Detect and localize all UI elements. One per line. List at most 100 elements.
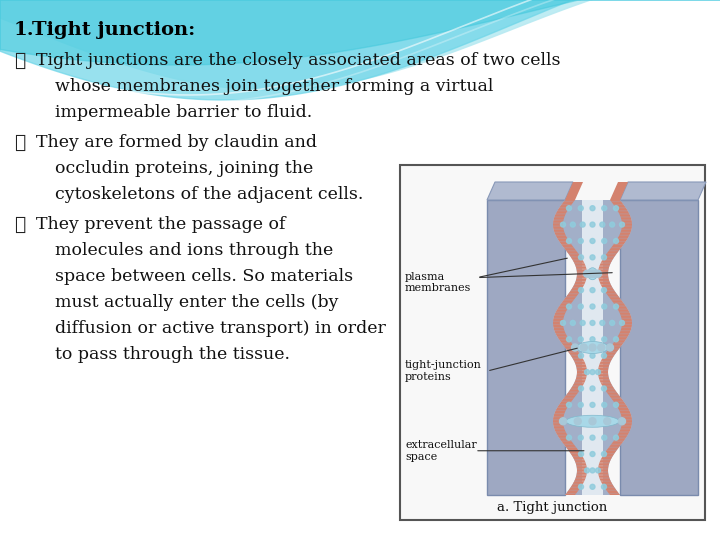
Polygon shape [553, 222, 563, 224]
Polygon shape [577, 470, 587, 471]
Polygon shape [555, 431, 566, 433]
Polygon shape [569, 450, 580, 452]
Polygon shape [570, 488, 580, 489]
Polygon shape [574, 382, 585, 384]
Polygon shape [615, 339, 626, 341]
Polygon shape [608, 295, 618, 296]
Polygon shape [622, 225, 632, 227]
Polygon shape [559, 339, 570, 341]
Polygon shape [554, 215, 565, 217]
Circle shape [613, 435, 618, 440]
Polygon shape [612, 203, 624, 205]
Polygon shape [487, 200, 565, 495]
Circle shape [600, 320, 605, 326]
Polygon shape [563, 443, 574, 444]
Polygon shape [599, 477, 610, 478]
Polygon shape [613, 245, 624, 246]
Polygon shape [553, 321, 563, 323]
Polygon shape [572, 456, 583, 458]
Polygon shape [621, 231, 631, 233]
Polygon shape [614, 341, 625, 342]
Circle shape [589, 418, 596, 425]
Polygon shape [621, 221, 632, 222]
Polygon shape [600, 382, 611, 384]
Polygon shape [571, 356, 582, 357]
Polygon shape [561, 205, 572, 206]
Polygon shape [559, 241, 570, 243]
Circle shape [590, 451, 595, 456]
Polygon shape [600, 264, 611, 265]
Polygon shape [608, 251, 619, 252]
Polygon shape [559, 437, 570, 438]
Polygon shape [609, 494, 620, 495]
Polygon shape [607, 393, 618, 394]
Polygon shape [562, 400, 572, 402]
Circle shape [590, 255, 595, 260]
Polygon shape [566, 348, 577, 350]
Polygon shape [566, 394, 577, 396]
Polygon shape [577, 370, 587, 372]
Polygon shape [575, 264, 585, 265]
Polygon shape [564, 247, 575, 249]
Polygon shape [598, 468, 608, 470]
Polygon shape [553, 323, 563, 325]
Polygon shape [599, 265, 610, 267]
Polygon shape [613, 243, 625, 245]
Polygon shape [615, 305, 626, 307]
Polygon shape [603, 486, 615, 488]
Circle shape [613, 239, 618, 244]
Polygon shape [611, 201, 622, 203]
Circle shape [567, 206, 572, 211]
Polygon shape [620, 215, 631, 217]
Polygon shape [613, 400, 624, 402]
Circle shape [602, 206, 607, 211]
Polygon shape [553, 422, 563, 424]
Polygon shape [610, 247, 621, 249]
Polygon shape [619, 313, 630, 314]
Polygon shape [621, 230, 631, 231]
Circle shape [590, 288, 595, 293]
Polygon shape [618, 433, 629, 434]
Polygon shape [599, 462, 610, 464]
Polygon shape [612, 301, 623, 302]
Polygon shape [599, 363, 610, 364]
Polygon shape [613, 440, 624, 442]
Polygon shape [577, 465, 587, 467]
Polygon shape [606, 450, 616, 452]
Polygon shape [598, 465, 608, 467]
Polygon shape [575, 381, 585, 382]
Polygon shape [566, 251, 577, 252]
Text: They are formed by claudin and: They are formed by claudin and [36, 134, 317, 151]
Polygon shape [614, 206, 626, 207]
Polygon shape [622, 421, 632, 422]
Polygon shape [577, 275, 587, 277]
Polygon shape [576, 366, 587, 368]
Polygon shape [600, 281, 610, 283]
Polygon shape [601, 261, 612, 262]
Polygon shape [553, 421, 563, 422]
Polygon shape [565, 182, 583, 200]
Text: must actually enter the cells (by: must actually enter the cells (by [55, 294, 338, 311]
Polygon shape [598, 277, 608, 279]
Circle shape [590, 369, 595, 375]
Polygon shape [621, 426, 631, 427]
Polygon shape [619, 332, 630, 333]
Polygon shape [565, 494, 576, 495]
Circle shape [590, 206, 595, 211]
Polygon shape [620, 412, 631, 414]
Circle shape [595, 369, 600, 375]
Polygon shape [608, 492, 619, 494]
Circle shape [601, 353, 606, 358]
Polygon shape [602, 357, 613, 359]
Circle shape [613, 337, 618, 342]
Polygon shape [600, 285, 611, 286]
Polygon shape [600, 480, 611, 482]
Polygon shape [622, 222, 632, 224]
Polygon shape [563, 201, 574, 203]
Polygon shape [574, 460, 585, 461]
Polygon shape [621, 227, 632, 228]
Polygon shape [606, 292, 616, 293]
Circle shape [589, 344, 596, 351]
Polygon shape [577, 468, 587, 470]
Polygon shape [554, 427, 564, 428]
